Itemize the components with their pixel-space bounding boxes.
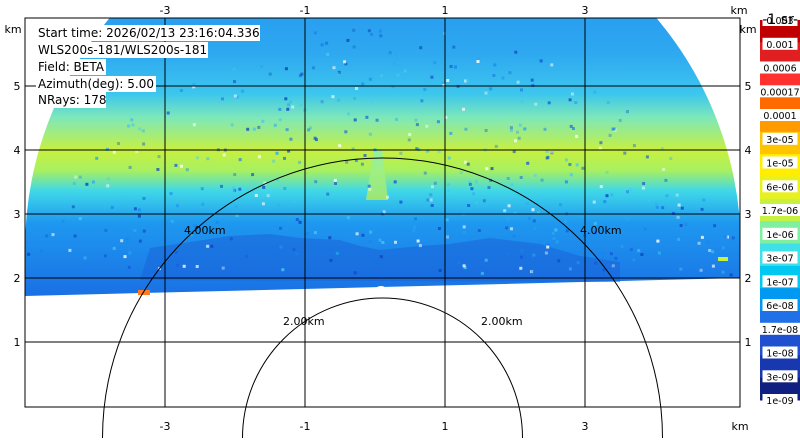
y-unit-left: km — [4, 23, 21, 36]
x-tick-label: 3 — [582, 4, 589, 17]
colorbar-tick-label: 1.7e-06 — [762, 206, 798, 217]
y-tick-labels-left: 1 2 3 4 5 — [14, 80, 21, 349]
range-ring-outer — [102, 157, 663, 439]
colorbar-tick-label: 3e-07 — [766, 254, 793, 265]
colorbar-unit: -1 sr- — [762, 12, 798, 28]
y-tick-label: 4 — [14, 144, 21, 157]
colorbar-tick-label: 6e-06 — [766, 182, 793, 193]
ring-label-inner-right: 2.00km — [481, 315, 523, 328]
colorbar-tick-label: 1e-07 — [766, 277, 793, 288]
x-tick-label: -1 — [300, 420, 311, 433]
y-tick-label: 1 — [745, 336, 752, 349]
colorbar-tick-label: 3e-09 — [766, 372, 793, 383]
colorbar-tick-label: 0.003 — [766, 16, 793, 27]
y-tick-label: 1 — [14, 336, 21, 349]
colorbar-tick-label: 3e-05 — [766, 135, 793, 146]
colorbar-tick-label: 1e-09 — [766, 396, 793, 407]
ring-label-outer-left: 4.00km — [184, 224, 226, 237]
plot-frame — [24, 17, 741, 408]
ring-label-outer-right: 4.00km — [580, 224, 622, 237]
ring-label-inner-left: 2.00km — [283, 315, 325, 328]
x-tick-label: 3 — [582, 420, 589, 433]
x-tick-label: 1 — [442, 420, 449, 433]
y-tick-label: 4 — [745, 144, 752, 157]
grid-lines — [25, 18, 740, 407]
x-tick-label: -3 — [160, 420, 171, 433]
x-tick-labels-bottom: -3 -1 1 3 — [160, 420, 589, 433]
info-field: Field: BETA — [38, 60, 105, 74]
colorbar-tick-label: 1e-06 — [766, 230, 793, 241]
y-unit-right: km — [739, 23, 756, 36]
colorbar-tick-label: 1e-08 — [766, 349, 793, 360]
y-tick-label: 5 — [745, 80, 752, 93]
y-tick-label: 2 — [745, 272, 752, 285]
info-instrument: WLS200s-181/WLS200s-181 — [38, 43, 207, 57]
colorbar-tick-label: 0.0001 — [763, 111, 796, 122]
y-tick-label: 2 — [14, 272, 21, 285]
x-tick-label: -3 — [160, 4, 171, 17]
x-tick-label: -1 — [300, 4, 311, 17]
backscatter-field — [25, 18, 740, 296]
info-nrays: NRays: 178 — [38, 93, 107, 107]
x-tick-label: 1 — [442, 4, 449, 17]
colorbar: 0.003 0.001 0.0006 0.00017 0.0001 3e-05 1e-05 6… — [756, 14, 800, 407]
info-azimuth: Azimuth(deg): 5.00 — [38, 77, 154, 91]
colorbar-tick-label: 1.7e-08 — [762, 325, 798, 336]
y-tick-label: 3 — [14, 208, 21, 221]
y-tick-label: 5 — [14, 80, 21, 93]
colorbar-tick-label: 0.00017 — [760, 87, 799, 98]
colorbar-tick-label: 0.0006 — [763, 64, 796, 75]
range-ring-inner — [242, 297, 523, 439]
x-unit-bottom: km — [731, 420, 748, 433]
info-start-time: Start time: 2026/02/13 23:16:04.336 — [38, 26, 260, 40]
x-unit-top: km — [730, 4, 747, 17]
x-tick-labels-top: -3 -1 1 3 — [160, 4, 589, 17]
colorbar-tick-label: 6e-08 — [766, 301, 793, 312]
info-box: Start time: 2026/02/13 23:16:04.336 WLS2… — [36, 25, 260, 108]
y-tick-labels-right: 1 2 3 4 5 — [745, 80, 752, 349]
y-tick-label: 3 — [745, 208, 752, 221]
colorbar-tick-label: 1e-05 — [766, 159, 793, 170]
range-rings — [102, 157, 663, 439]
colorbar-tick-label: 0.001 — [766, 40, 793, 51]
